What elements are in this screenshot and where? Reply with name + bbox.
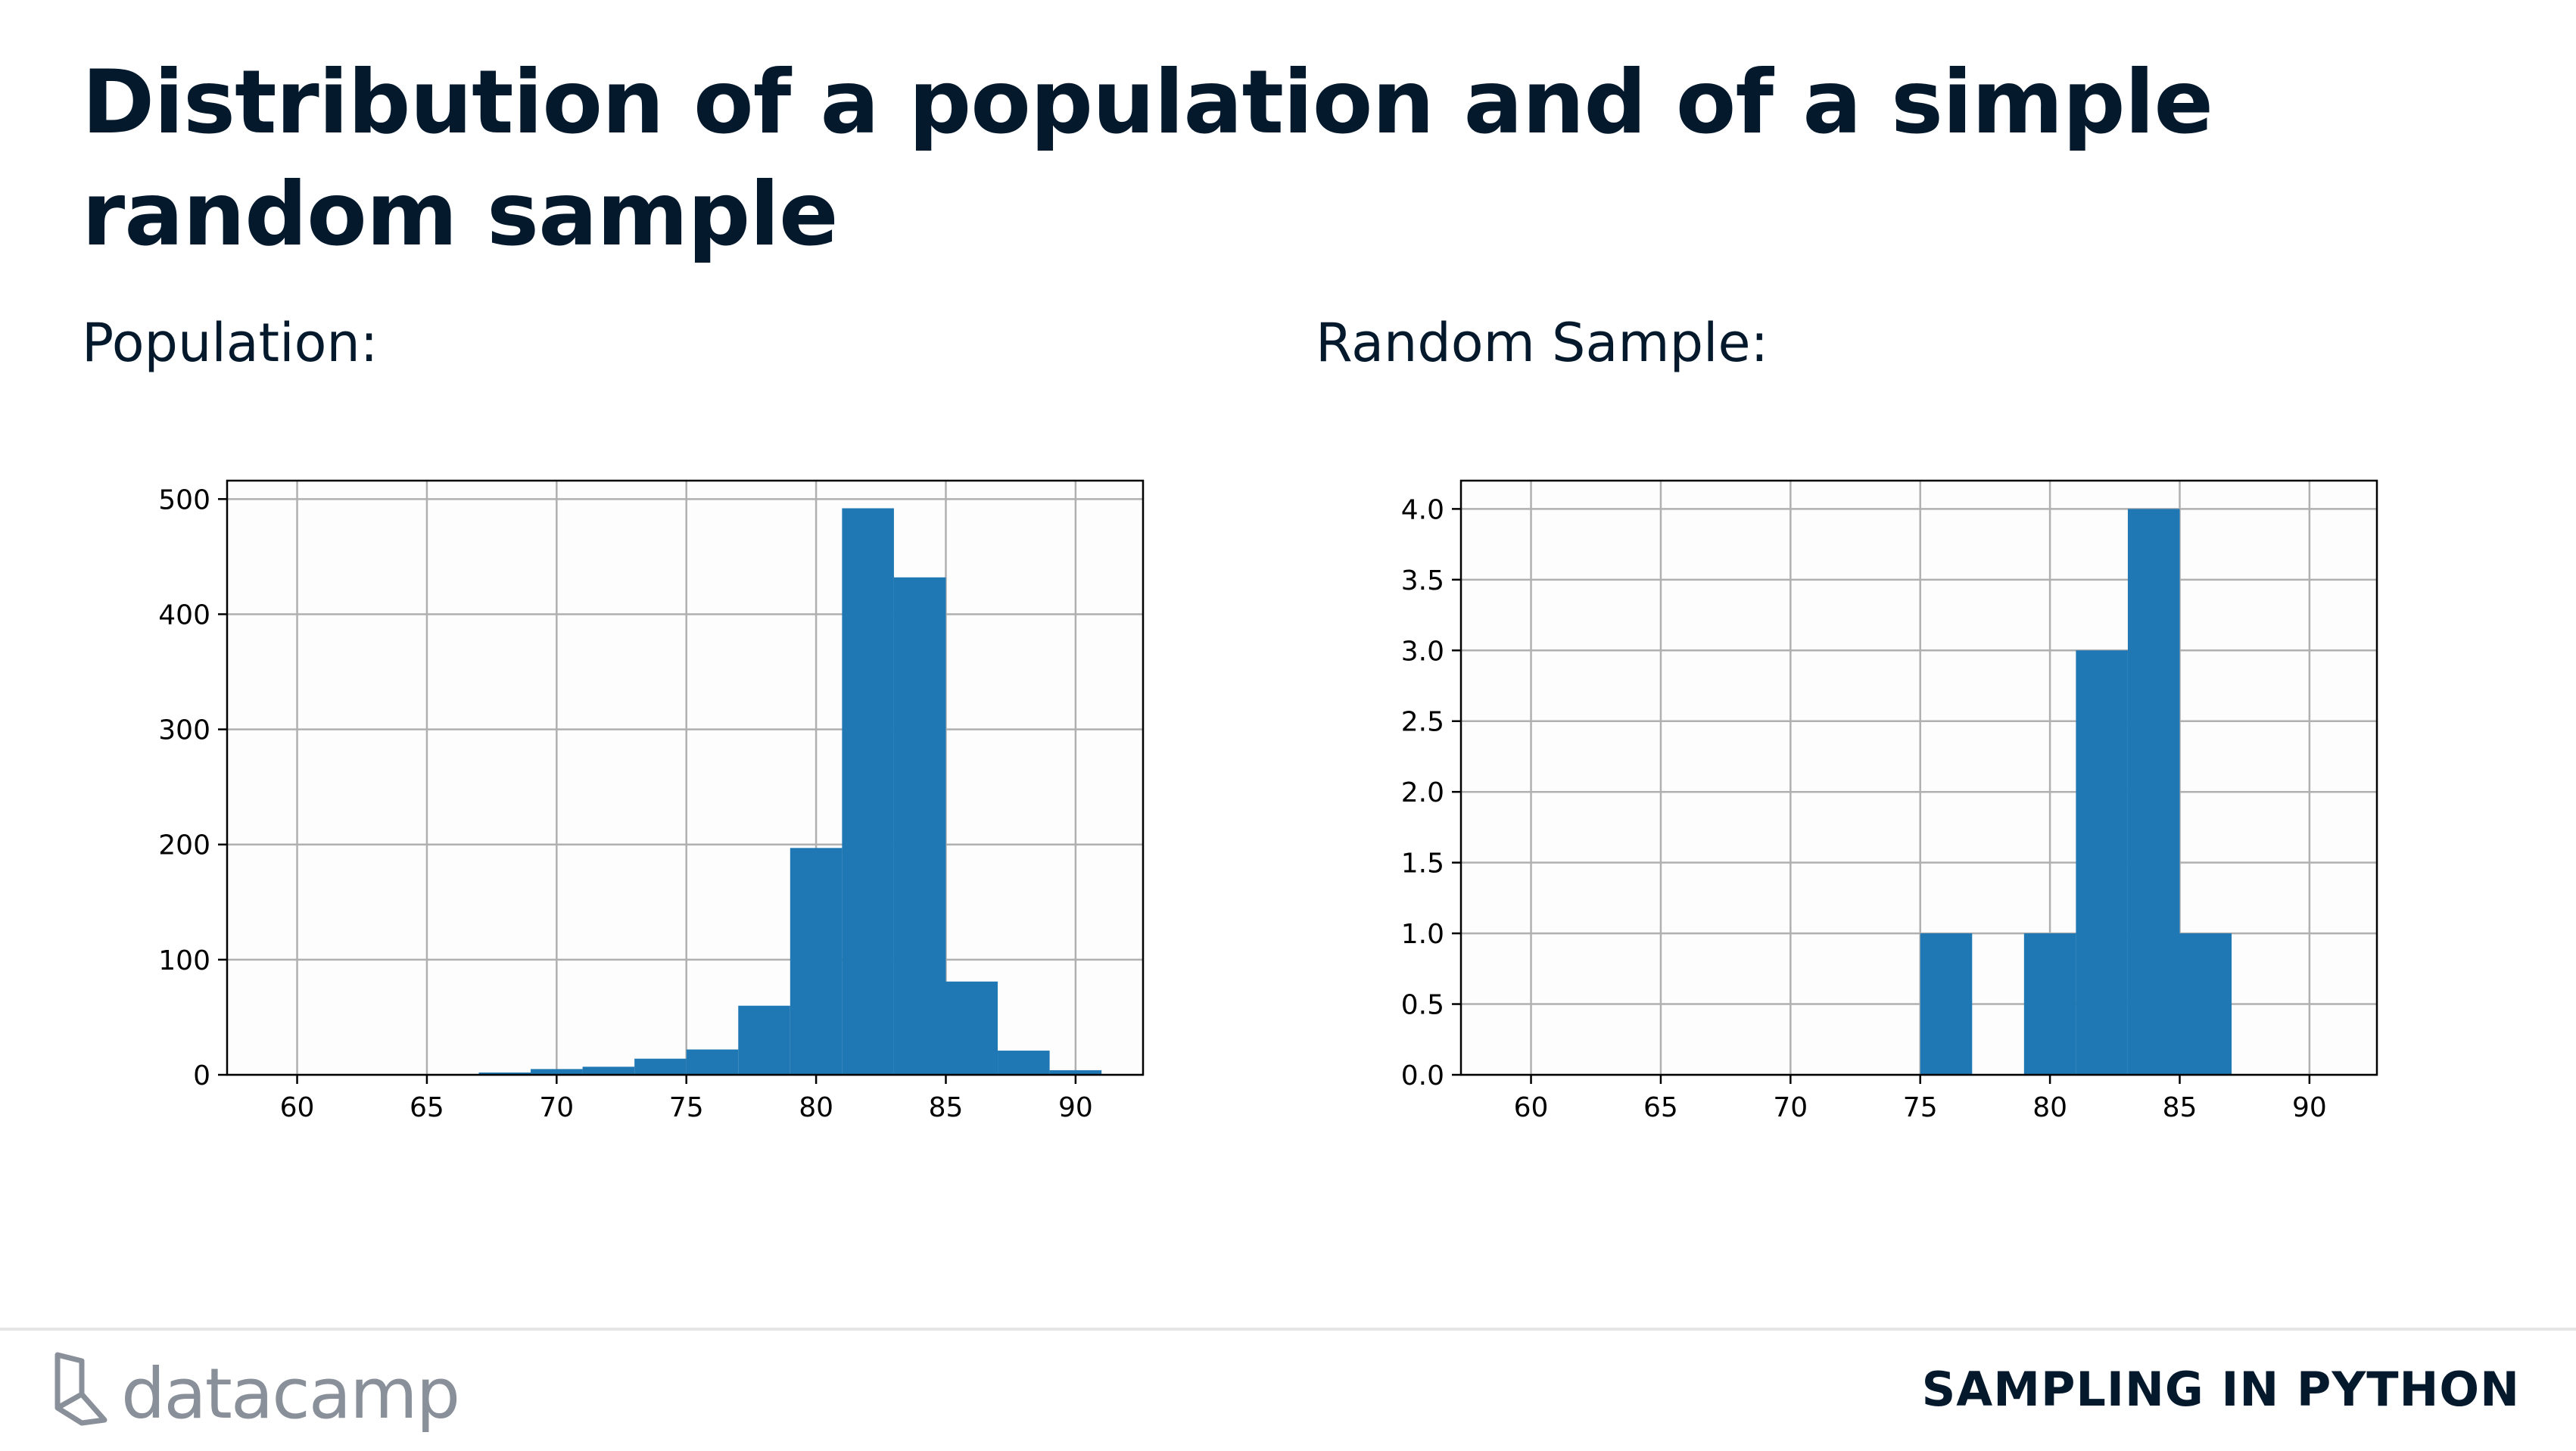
y-tick-label: 100 — [158, 945, 210, 976]
x-tick-label: 90 — [1058, 1092, 1093, 1123]
y-tick-label: 200 — [158, 830, 210, 861]
y-tick-label: 0 — [193, 1060, 210, 1091]
histogram-bar — [842, 508, 894, 1075]
histogram-bar — [893, 577, 946, 1075]
x-tick-label: 70 — [1773, 1092, 1808, 1123]
x-tick-label: 85 — [929, 1092, 964, 1123]
histogram-bar — [478, 1072, 531, 1075]
plot-area — [227, 481, 1143, 1075]
datacamp-logo-text: datacamp — [121, 1353, 460, 1434]
histogram-bar — [582, 1066, 635, 1075]
x-tick-label: 75 — [1903, 1092, 1938, 1123]
histogram-bar — [2076, 650, 2128, 1075]
plot-area — [1461, 481, 2377, 1075]
y-tick-label: 3.5 — [1401, 565, 1444, 596]
x-tick-label: 90 — [2292, 1092, 2327, 1123]
histogram-bar — [686, 1049, 739, 1075]
plot-frame — [1459, 479, 2378, 1076]
y-tick-label: 500 — [158, 484, 210, 515]
x-tick-label: 60 — [1514, 1092, 1549, 1123]
y-tick-label: 300 — [158, 715, 210, 746]
histogram-bar — [945, 981, 998, 1075]
histogram-bar — [738, 1005, 790, 1075]
plot-frame — [226, 479, 1145, 1076]
histogram-bar — [2127, 509, 2180, 1075]
y-tick-label: 4.0 — [1401, 494, 1444, 525]
datacamp-logo-icon — [55, 1352, 107, 1426]
population-label: Population: — [82, 312, 378, 374]
course-name: SAMPLING IN PYTHON — [1921, 1362, 2520, 1417]
y-tick-label: 400 — [158, 599, 210, 631]
histogram-bar — [1049, 1070, 1102, 1075]
random-sample-histogram: 60 65 70 75 80 85 90 0.0 0.5 1.0 1.5 2.0 2.5 3.0 3.5 4.… — [1401, 479, 2378, 1123]
histogram-bar — [634, 1058, 687, 1075]
histogram-bar — [2179, 933, 2232, 1075]
x-tick-label: 80 — [799, 1092, 833, 1123]
x-tick-label: 65 — [410, 1092, 444, 1123]
x-tick-label: 80 — [2032, 1092, 2067, 1123]
histogram-bar — [790, 848, 843, 1075]
y-tick-label: 1.0 — [1401, 919, 1444, 950]
x-tick-label: 60 — [280, 1092, 315, 1123]
x-tick-label: 75 — [669, 1092, 704, 1123]
population-histogram: 60 65 70 75 80 85 90 0 100 200 300 400 500 — [158, 479, 1145, 1123]
y-tick-label: 2.0 — [1401, 777, 1444, 808]
slide-title: Distribution of a population and of a si… — [82, 51, 2213, 266]
y-tick-label: 3.0 — [1401, 636, 1444, 667]
footer-divider — [0, 1328, 2576, 1331]
y-tick-label: 0.0 — [1401, 1060, 1444, 1091]
histogram-bar — [531, 1069, 583, 1075]
x-tick-label: 85 — [2163, 1092, 2198, 1123]
y-tick-label: 1.5 — [1401, 848, 1444, 880]
y-tick-label: 0.5 — [1401, 990, 1444, 1021]
histogram-bar — [1920, 933, 1973, 1075]
random-sample-label: Random Sample: — [1316, 312, 1769, 374]
x-tick-label: 65 — [1643, 1092, 1678, 1123]
histogram-bar — [2023, 933, 2076, 1075]
y-tick-label: 2.5 — [1401, 707, 1444, 738]
histogram-bar — [998, 1051, 1050, 1075]
x-tick-label: 70 — [539, 1092, 574, 1123]
